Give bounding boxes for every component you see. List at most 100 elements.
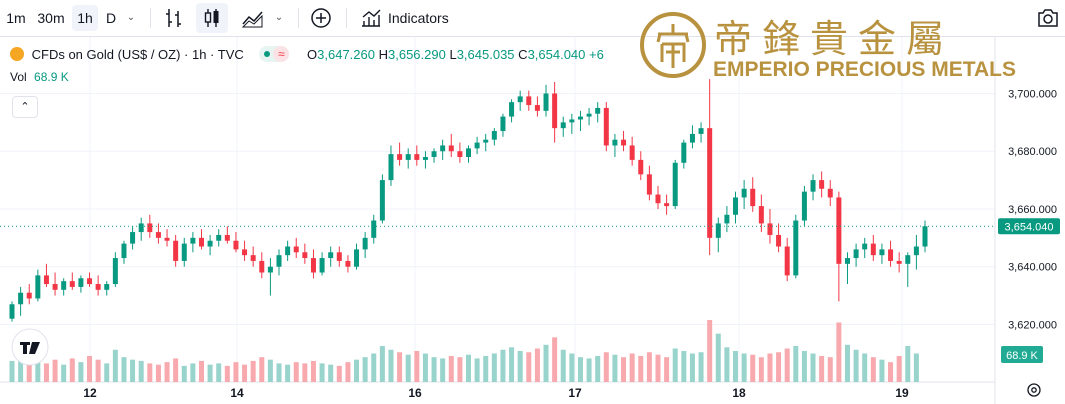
candle-body [577,116,583,120]
candle [310,249,316,279]
candle [362,232,368,259]
volume-bar [543,344,549,382]
volume-last-label: 68.9 K [1006,350,1038,362]
intervals-dropdown-icon[interactable]: ⌄ [126,12,136,23]
volume-bar [586,358,592,382]
volume-bar [853,349,859,382]
candle-body [715,223,721,238]
candle-body [698,128,704,134]
interval-1m-button[interactable]: 1m [6,10,26,26]
candle-body [18,292,24,305]
candle [224,226,230,244]
candle [905,252,911,287]
candle-body [242,249,248,256]
candle-body [733,197,739,215]
volume-bar [242,364,248,382]
candle [844,252,850,285]
volume-bar [776,352,782,382]
candle [758,194,764,233]
candle [431,148,437,163]
candle [810,174,816,201]
collapse-legend-button[interactable]: ⌃ [12,96,38,118]
candle-body [595,107,601,114]
candle [569,113,575,134]
candle-body [888,249,894,261]
volume-bar [285,364,291,382]
candle-body [664,203,670,207]
market-status-open-icon[interactable]: ≈ [259,46,290,62]
toolbar-divider [150,8,151,28]
candle [870,234,876,261]
candle [517,90,523,111]
candle-body [474,142,480,149]
add-compare-icon[interactable] [309,6,333,30]
camera-icon[interactable] [1036,7,1060,29]
time-tick-label: 12 [83,386,97,400]
candle-body [724,214,730,224]
volume-bar [836,322,842,382]
candle-body [543,93,549,111]
interval-d-button[interactable]: D [105,10,117,26]
candle-body [422,157,428,160]
volume-bar [474,358,480,382]
candle-body [61,281,67,290]
volume-bar [328,364,334,382]
settings-gear-icon[interactable] [1027,383,1041,397]
volume-bar [672,348,678,382]
candle [448,133,454,158]
interval-30m-button[interactable]: 30m [37,10,65,26]
candle [741,180,747,209]
candle [285,240,291,261]
volume-legend[interactable]: Vol 68.9 K [10,70,69,84]
volume-bar [689,353,695,382]
candle [827,180,833,207]
tradingview-logo[interactable] [11,328,49,366]
volume-bar [293,362,299,382]
candle [69,272,75,290]
volume-bar [698,352,704,382]
candle [319,252,325,276]
candle-body [844,258,850,264]
candle [207,234,213,256]
interval-1h-button[interactable]: 1h [72,5,98,31]
volume-bar [104,363,110,382]
candle [862,237,868,259]
last-price-tag: 3,654.040 [998,218,1060,235]
volume-bar [733,351,739,382]
volume-bar [405,354,411,382]
price-tick-label: 3,660.000 [1008,204,1057,216]
area-chart-type-icon[interactable] [240,6,266,30]
symbol-legend[interactable]: CFDs on Gold (US$ / OZ) · 1h · TVC ≈ O3,… [10,46,604,62]
candle [26,284,32,305]
candle-body [69,281,75,287]
candle-body [397,154,403,160]
high-key: H [378,47,388,62]
candle [655,185,661,209]
indicators-button[interactable]: Indicators [358,5,458,31]
candle [595,102,601,123]
volume-bar [655,354,661,382]
candle [466,145,471,163]
candle-body [681,142,687,163]
candle [853,243,859,267]
bar-chart-type-icon[interactable] [162,6,186,30]
candle [405,148,411,169]
candle [707,79,713,256]
candle [543,84,549,117]
watermark-chinese-text: 帝鋒貴金屬 [714,17,955,61]
price-chart[interactable]: 3,700.000 3,680.000 3,660.000 3,640.000 3,62… [0,37,1065,404]
chart-type-dropdown-icon[interactable]: ⌄ [274,12,284,23]
volume-bar [267,359,273,382]
candle-body [560,122,566,129]
candle [612,133,618,158]
candle-body [569,119,575,123]
candle-body [112,258,118,285]
volume-bar [767,353,773,382]
candle [534,96,540,117]
candles-chart-type-button[interactable] [196,3,228,33]
candle [267,258,273,296]
close-key: C [518,47,528,62]
volume-bar [276,363,282,382]
candle-body [302,252,308,259]
candle-body [431,151,437,158]
